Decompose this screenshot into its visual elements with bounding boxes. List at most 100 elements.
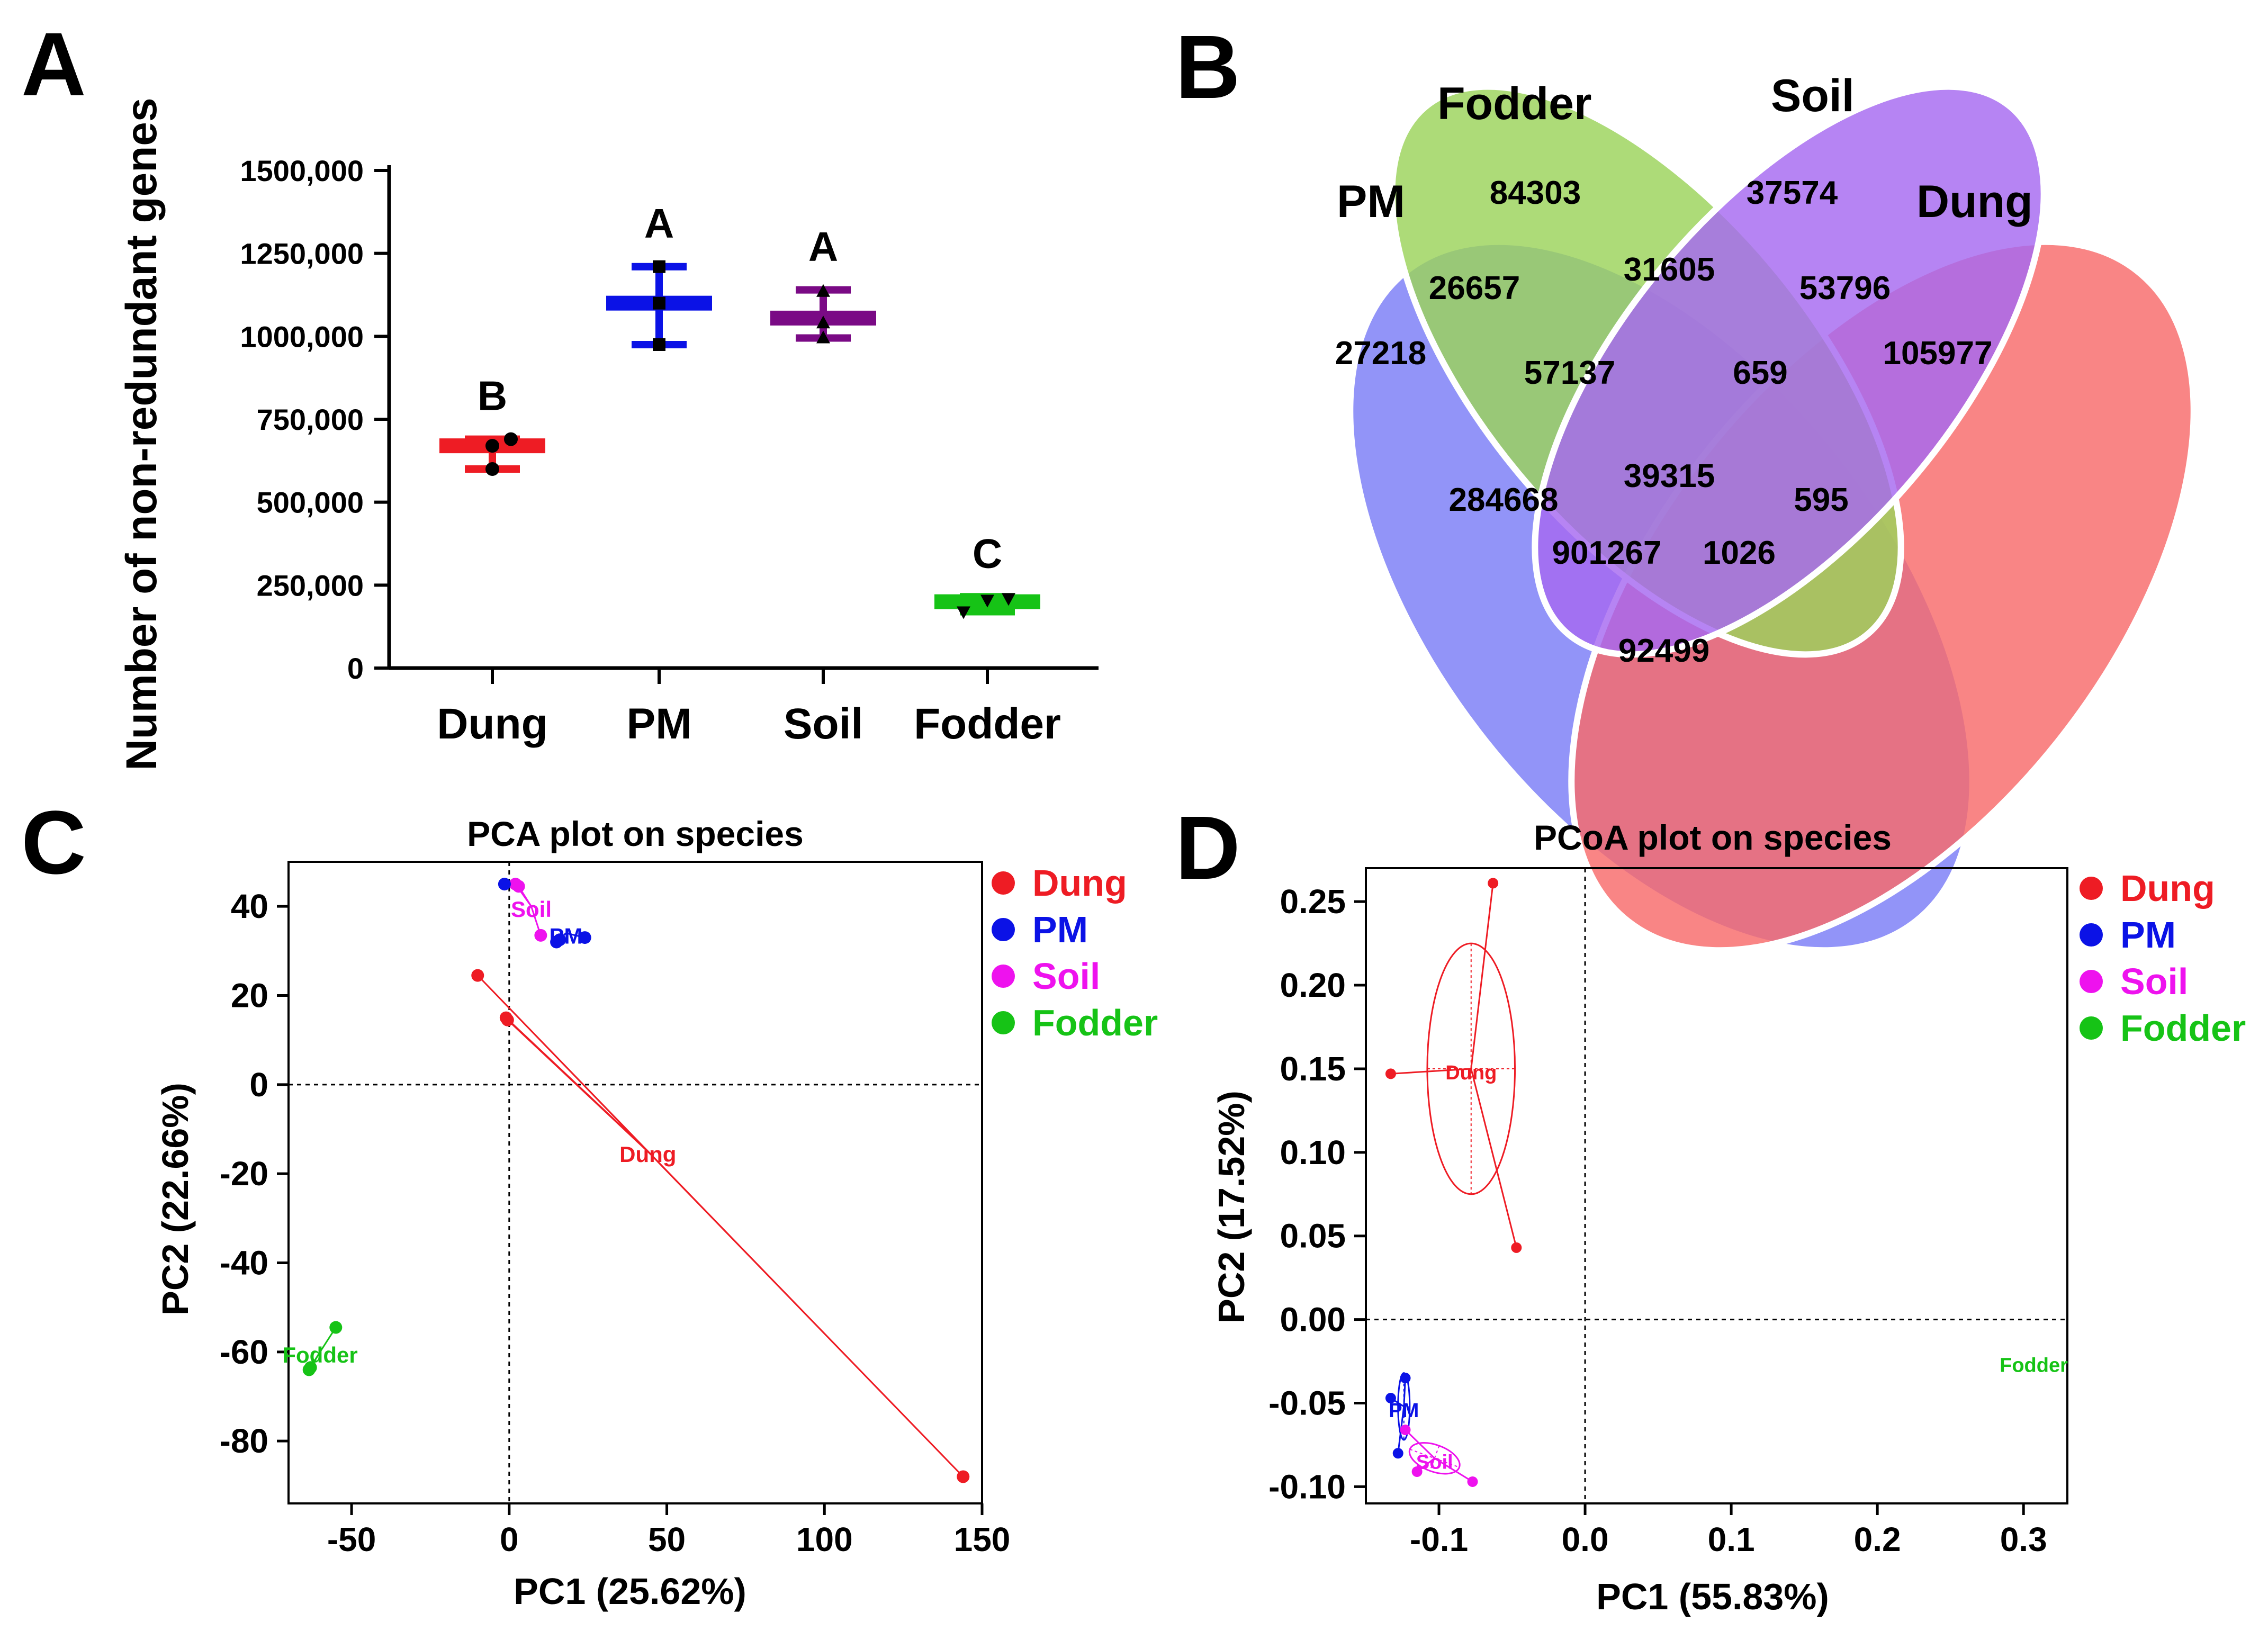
data-point [1511,1242,1522,1253]
panel-a-yticks: 0 250,000 500,000 750,000 1000,000 1250,000 15… [240,154,389,685]
data-point [1385,1068,1396,1079]
venn-value-fodder-dung: 595 [1794,482,1848,518]
legend-label: Fodder [2120,1007,2246,1049]
venn-value-fodder-soil: 31605 [1624,251,1715,288]
ytick-label: 1250,000 [240,237,364,271]
venn-value-pm-soil: 284668 [1449,482,1559,518]
xtick-label: 0.3 [2000,1520,2047,1558]
ytick-label: -40 [220,1244,269,1282]
legend-label: Dung [1032,862,1127,904]
legend-marker [992,965,1015,988]
legend-label: PM [2120,914,2176,956]
ytick-label: 500,000 [257,486,364,519]
panel-a-ylabel: Number of non-redundant genes [118,98,166,771]
ytick-label: 0.05 [1280,1217,1346,1255]
venn-value-pm-fodder-soil: 57137 [1524,355,1615,391]
panel-label-b: B [1175,17,1240,118]
group-fodder: Fodder [2000,1355,2068,1377]
spider-line [1434,1457,1473,1483]
data-point [653,260,665,273]
ytick-label: 750,000 [257,403,364,436]
category-label: Soil [784,700,863,748]
venn-set-labels: PM Fodder Soil Dung [1337,70,2033,227]
legend-marker [2080,970,2103,993]
legend-label: Soil [2120,961,2188,1002]
venn-value-pm-fodder: 26657 [1429,270,1520,307]
venn-value-pm-only: 27218 [1335,335,1426,372]
data-point [653,296,665,310]
legend-marker [992,918,1015,941]
venn-region-values: 27218 84303 37574 105977 26657 31605 537… [1335,175,1993,669]
data-point [578,931,591,944]
ytick-label: 0 [249,1066,268,1104]
data-point [1400,1425,1411,1436]
ytick-label: 0.20 [1280,966,1346,1004]
significance-letter: C [973,530,1002,576]
legend-marker [992,1011,1015,1034]
data-point [1385,1393,1396,1404]
significance-letter: A [644,200,674,247]
ellipse-axis [1429,1445,1440,1471]
panel-d-groups: Dung PM Soil Fodder [1385,878,2068,1487]
venn-value-dung-only: 105977 [1883,335,1993,372]
ytick-label: -0.05 [1268,1384,1346,1422]
xtick-label: 100 [796,1520,853,1558]
panel-d-legend: Dung PM Soil Fodder [2080,868,2246,1049]
ytick-label: -20 [220,1155,269,1193]
panel-c-xlabel: PC1 (25.62%) [514,1571,746,1612]
xtick-label: 150 [954,1520,1011,1558]
venn-label-soil: Soil [1771,70,1855,121]
spider-line [1390,1068,1471,1075]
xtick-label: -50 [327,1520,376,1558]
group-centroid-label: PM [1389,1400,1419,1422]
category-label: Dung [437,700,547,748]
significance-letter: B [478,373,507,419]
panel-label-c: C [21,792,86,893]
data-point [957,606,970,619]
data-point [471,969,484,982]
data-point [485,462,499,476]
venn-label-dung: Dung [1916,176,2033,227]
panel-d-title: PCoA plot on species [1534,818,1892,857]
data-point [816,284,830,297]
spider-line [477,975,652,1156]
panel-c-ticks: -50 0 50 100 150 -80 -60 -40 -20 0 20 40 [220,887,1011,1558]
venn-label-fodder: Fodder [1437,78,1591,129]
data-point [553,933,566,947]
panel-c-legend: Dung PM Soil Fodder [992,862,1158,1043]
legend-marker [992,871,1015,895]
ytick-label: 250,000 [257,569,364,602]
legend-marker [2080,923,2103,947]
venn-value-soil-dung: 53796 [1799,270,1891,307]
group-centroid-label: Soil [511,897,552,922]
data-point [1411,1466,1423,1477]
panel-a-series: B A A C [439,200,1040,619]
legend-label: Fodder [1032,1002,1158,1043]
ytick-label: 40 [231,887,268,925]
xtick-label: 50 [648,1520,686,1558]
venn-value-fodder-soil-dung: 659 [1733,355,1787,391]
venn-ellipses [1347,83,2197,954]
ytick-label: -80 [220,1422,269,1460]
data-point [329,1321,343,1334]
group-centroid-label: Fodder [282,1342,357,1367]
xtick-label: 0 [500,1520,519,1558]
data-point [653,338,665,351]
venn-value-fodder-only: 84303 [1490,175,1581,211]
group-centroid-label: Dung [619,1142,676,1167]
data-point [302,1363,316,1376]
data-point [512,880,525,893]
venn-value-pm-soil-dung: 901267 [1552,535,1662,571]
category-label: PM [627,700,692,748]
xtick-label: 0.0 [1562,1520,1609,1558]
data-point [1392,1448,1403,1459]
panel-d-frame [1365,867,2068,1504]
ytick-label: -60 [220,1333,269,1371]
group-dung: Dung [471,969,970,1483]
ytick-label: 0 [347,652,364,685]
xtick-label: 0.2 [1854,1520,1901,1558]
category-label: Fodder [914,700,1061,748]
data-point [1467,1476,1478,1487]
